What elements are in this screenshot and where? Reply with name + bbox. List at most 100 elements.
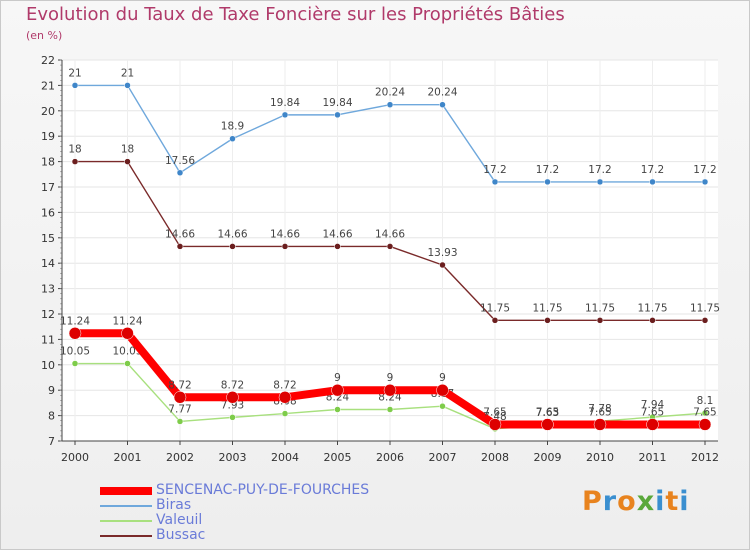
- data-label-bussac: 18: [121, 144, 134, 156]
- data-label-biras: 17.56: [165, 155, 195, 167]
- data-label-valeuil: 8.1: [697, 395, 714, 407]
- data-point-bussac: [229, 243, 236, 250]
- data-label-biras: 19.84: [270, 97, 300, 109]
- data-label-sencenac-puy-de-fourches: 7.65: [693, 406, 716, 418]
- data-label-sencenac-puy-de-fourches: 11.24: [60, 315, 90, 327]
- data-label-sencenac-puy-de-fourches: 7.65: [588, 406, 611, 418]
- chart-unit: (en %): [26, 29, 63, 42]
- data-point-sencenac-puy-de-fourches: [698, 418, 712, 431]
- data-label-valeuil: 10.05: [60, 346, 90, 358]
- data-point-bussac: [649, 317, 656, 324]
- data-point-bussac: [596, 317, 604, 324]
- legend-label: Valeuil: [156, 512, 203, 528]
- data-point-valeuil: [439, 402, 446, 410]
- data-point-bussac: [124, 158, 131, 165]
- data-point-valeuil: [71, 360, 79, 367]
- x-tick-label: 2003: [219, 451, 247, 464]
- data-label-biras: 17.2: [588, 164, 611, 176]
- data-label-bussac: 11.75: [690, 302, 720, 314]
- x-tick-label: 2012: [691, 451, 719, 464]
- logo-letter: i: [679, 486, 690, 517]
- data-point-biras: [124, 82, 131, 89]
- data-point-biras: [439, 101, 446, 108]
- y-tick-label: 14: [41, 257, 55, 270]
- data-label-valeuil: 7.93: [221, 399, 244, 411]
- x-tick-label: 2007: [429, 451, 457, 464]
- data-point-biras: [649, 178, 656, 186]
- y-tick-label: 7: [48, 435, 55, 448]
- data-point-sencenac-puy-de-fourches: [488, 418, 502, 431]
- data-point-valeuil: [229, 414, 236, 421]
- data-point-sencenac-puy-de-fourches: [593, 418, 607, 431]
- data-label-bussac: 11.75: [637, 302, 667, 314]
- x-tick-label: 2006: [376, 451, 404, 464]
- data-label-sencenac-puy-de-fourches: 9: [334, 372, 341, 384]
- data-point-sencenac-puy-de-fourches: [226, 391, 239, 404]
- data-label-biras: 18.9: [221, 121, 244, 133]
- data-point-sencenac-puy-de-fourches: [278, 391, 292, 404]
- x-tick-label: 2009: [534, 451, 562, 464]
- x-tick-label: 2005: [324, 451, 352, 464]
- data-point-bussac: [701, 317, 709, 324]
- y-tick-label: 9: [48, 384, 55, 397]
- x-tick-label: 2001: [114, 451, 142, 464]
- data-label-sencenac-puy-de-fourches: 7.65: [483, 406, 506, 418]
- data-point-sencenac-puy-de-fourches: [331, 383, 344, 397]
- data-label-sencenac-puy-de-fourches: 11.24: [112, 315, 142, 327]
- legend-label: Biras: [156, 497, 192, 513]
- data-point-bussac: [176, 243, 184, 250]
- x-tick-label: 2008: [481, 451, 509, 464]
- y-tick-label: 16: [41, 206, 55, 219]
- data-label-valeuil: 7.78: [588, 403, 611, 415]
- data-point-bussac: [71, 158, 79, 165]
- data-point-valeuil: [386, 406, 394, 413]
- legend-label: Bussac: [156, 527, 206, 543]
- logo-letter: r: [602, 486, 618, 517]
- chart-title: Evolution du Taux de Taxe Foncière sur l…: [26, 4, 565, 25]
- data-point-biras: [71, 82, 79, 89]
- data-point-bussac: [544, 317, 551, 324]
- proxiti-logo: Proxiti: [582, 486, 690, 517]
- data-label-bussac: 14.66: [217, 228, 247, 240]
- logo-letter: t: [665, 486, 680, 517]
- data-label-biras: 19.84: [322, 97, 352, 109]
- data-label-bussac: 13.93: [427, 247, 457, 259]
- data-point-biras: [386, 101, 394, 108]
- data-label-sencenac-puy-de-fourches: 9: [439, 372, 446, 384]
- data-label-bussac: 14.66: [322, 228, 352, 240]
- data-point-biras: [176, 169, 184, 177]
- data-point-sencenac-puy-de-fourches: [121, 327, 134, 340]
- data-point-biras: [596, 178, 604, 186]
- data-point-sencenac-puy-de-fourches: [173, 391, 187, 404]
- y-tick-label: 13: [41, 283, 55, 296]
- logo-letter: x: [636, 486, 656, 517]
- y-tick-label: 11: [41, 333, 55, 346]
- data-point-biras: [229, 135, 236, 142]
- data-label-bussac: 14.66: [165, 228, 195, 240]
- data-point-sencenac-puy-de-fourches: [646, 418, 659, 431]
- data-label-biras: 21: [121, 67, 134, 79]
- data-label-sencenac-puy-de-fourches: 8.72: [168, 379, 191, 391]
- data-point-sencenac-puy-de-fourches: [436, 383, 449, 397]
- logo-letter: i: [655, 486, 666, 517]
- data-point-biras: [334, 111, 341, 119]
- data-point-biras: [701, 178, 709, 186]
- data-point-bussac: [334, 243, 341, 250]
- data-label-sencenac-puy-de-fourches: 7.65: [641, 406, 664, 418]
- data-point-sencenac-puy-de-fourches: [541, 418, 554, 431]
- legend-swatch: [100, 505, 152, 507]
- data-label-valeuil: 7.77: [168, 403, 191, 415]
- data-point-bussac: [439, 261, 446, 269]
- data-point-valeuil: [281, 410, 289, 417]
- x-tick-label: 2004: [271, 451, 299, 464]
- legend-swatch: [100, 535, 152, 537]
- y-tick-label: 10: [41, 359, 55, 372]
- data-point-biras: [281, 111, 289, 119]
- y-tick-label: 18: [41, 156, 55, 169]
- data-label-biras: 20.24: [427, 87, 457, 99]
- data-label-bussac: 14.66: [270, 228, 300, 240]
- x-tick-label: 2011: [639, 451, 667, 464]
- y-tick-label: 15: [41, 232, 55, 245]
- y-tick-label: 8: [48, 410, 55, 423]
- y-tick-label: 12: [41, 308, 55, 321]
